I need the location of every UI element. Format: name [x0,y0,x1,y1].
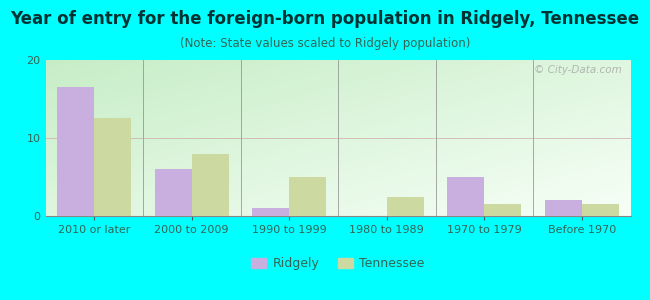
Text: Year of entry for the foreign-born population in Ridgely, Tennessee: Year of entry for the foreign-born popul… [10,11,640,28]
Bar [57,87,94,216]
Text: (Note: State values scaled to Ridgely population): (Note: State values scaled to Ridgely po… [180,38,470,50]
Bar [582,204,619,216]
Bar [192,154,229,216]
Bar [545,200,582,216]
Bar [289,177,326,216]
Bar [252,208,289,216]
Bar [447,177,484,216]
Bar [387,196,424,216]
Legend: Ridgely, Tennessee: Ridgely, Tennessee [246,252,430,275]
Bar [94,118,131,216]
Bar [155,169,192,216]
Text: © City-Data.com: © City-Data.com [534,65,621,75]
Bar [484,204,521,216]
